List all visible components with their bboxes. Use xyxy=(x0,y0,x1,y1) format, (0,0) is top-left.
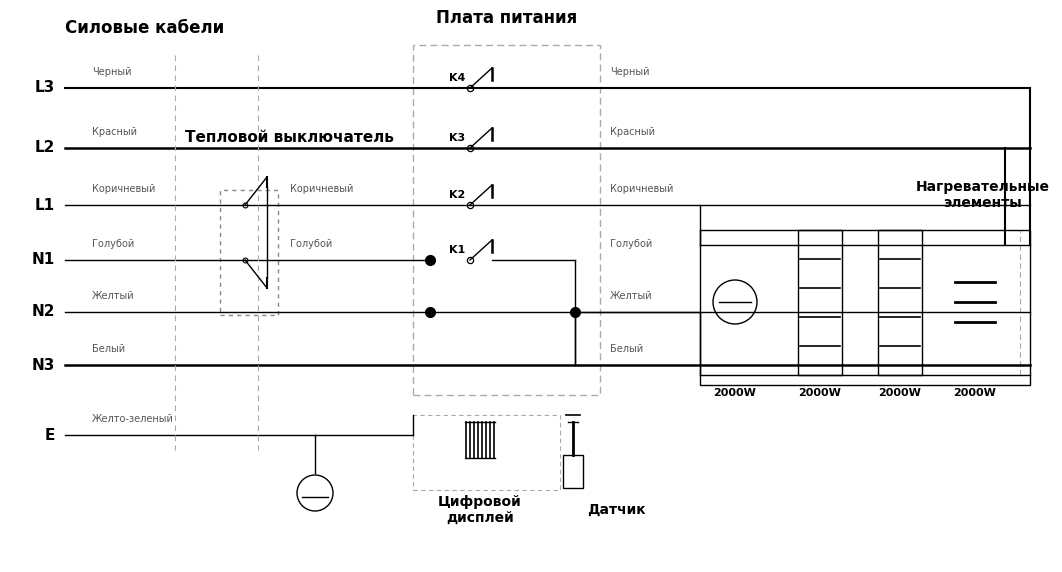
Text: N2: N2 xyxy=(32,304,55,320)
Bar xyxy=(878,230,922,375)
Text: K4: K4 xyxy=(448,73,465,83)
Text: Коричневый: Коричневый xyxy=(92,184,155,194)
Text: Датчик: Датчик xyxy=(587,503,646,517)
Text: Красный: Красный xyxy=(610,127,655,137)
Text: Желтый: Желтый xyxy=(92,291,135,301)
Text: K3: K3 xyxy=(449,133,465,143)
Bar xyxy=(220,190,278,315)
Text: 2000W: 2000W xyxy=(799,388,841,398)
Text: Красный: Красный xyxy=(92,127,137,137)
Text: 2000W: 2000W xyxy=(714,388,756,398)
Text: Коричневый: Коричневый xyxy=(290,184,354,194)
Text: Белый: Белый xyxy=(610,344,644,354)
Text: Голубой: Голубой xyxy=(610,239,652,249)
Text: L3: L3 xyxy=(35,81,55,96)
Bar xyxy=(563,455,583,488)
Text: Голубой: Голубой xyxy=(290,239,332,249)
Text: Белый: Белый xyxy=(92,344,125,354)
Text: K1: K1 xyxy=(449,245,465,255)
Text: N1: N1 xyxy=(32,252,55,268)
Text: Цифровой
дисплей: Цифровой дисплей xyxy=(439,495,521,525)
Bar xyxy=(413,45,600,395)
Text: E: E xyxy=(45,427,55,443)
Text: L1: L1 xyxy=(35,197,55,213)
Text: L2: L2 xyxy=(35,141,55,156)
Text: Голубой: Голубой xyxy=(92,239,134,249)
Text: K2: K2 xyxy=(449,190,465,200)
Text: Нагревательные
элементы: Нагревательные элементы xyxy=(917,180,1050,210)
Text: Силовые кабели: Силовые кабели xyxy=(65,19,224,37)
Text: Черный: Черный xyxy=(92,67,132,77)
Bar xyxy=(700,230,1030,385)
Text: N3: N3 xyxy=(32,358,55,372)
Text: Желто-зеленый: Желто-зеленый xyxy=(92,414,174,424)
Bar xyxy=(413,415,560,490)
Text: Тепловой выключатель: Тепловой выключатель xyxy=(185,130,394,145)
Text: 2000W: 2000W xyxy=(878,388,922,398)
Text: 2000W: 2000W xyxy=(954,388,996,398)
Bar xyxy=(700,230,1020,375)
Text: Черный: Черный xyxy=(610,67,650,77)
Text: Желтый: Желтый xyxy=(610,291,653,301)
Bar xyxy=(798,230,842,375)
Text: Коричневый: Коричневый xyxy=(610,184,673,194)
Text: Плата питания: Плата питания xyxy=(435,9,577,27)
